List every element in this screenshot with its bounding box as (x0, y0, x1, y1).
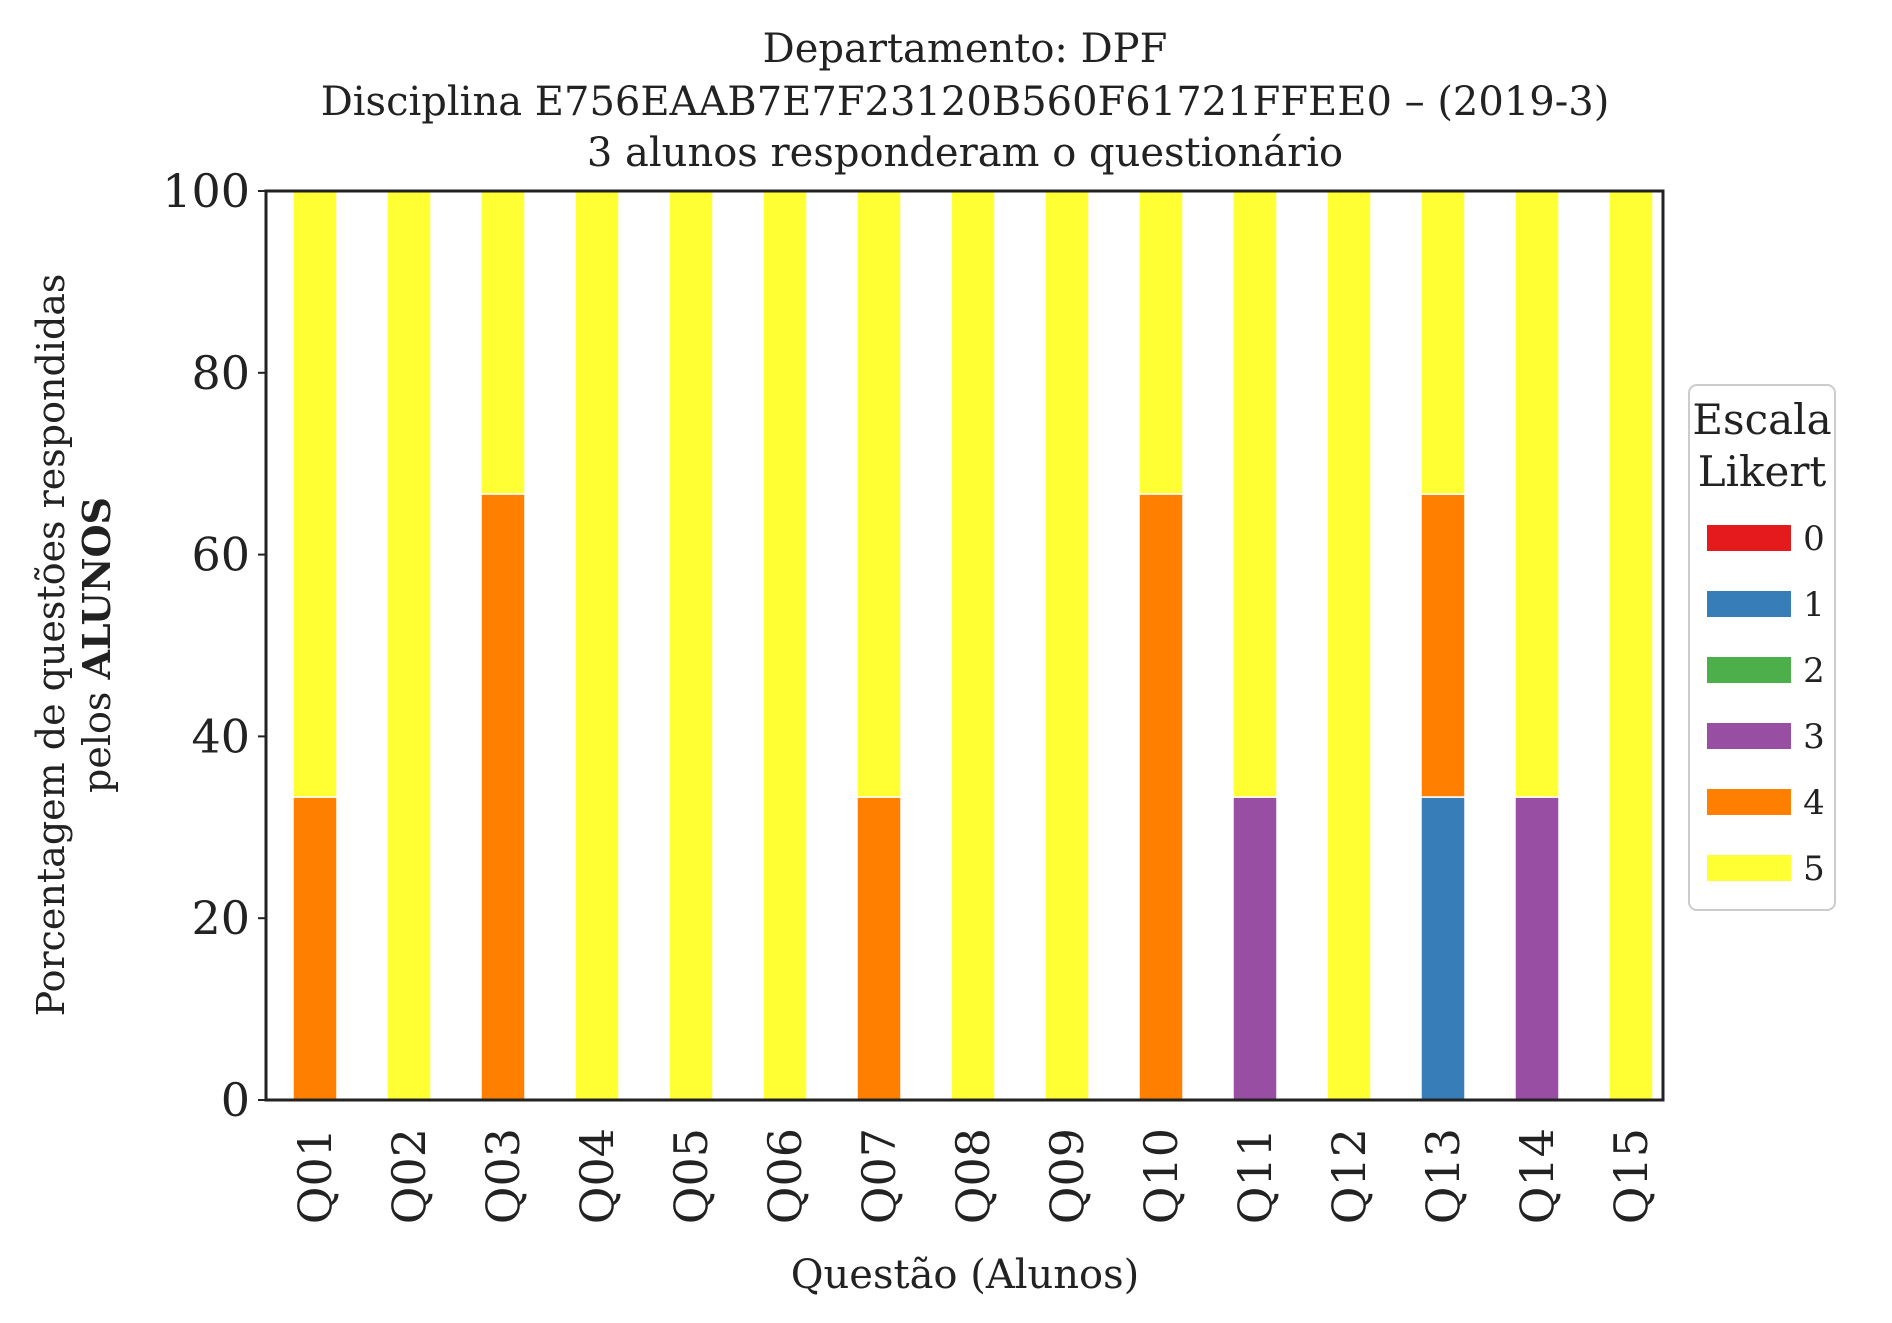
y-axis-label: Porcentagem de questões respondidas pelo… (29, 274, 119, 1017)
legend: Escala Likert 0 1 2 3 4 5 (1688, 384, 1836, 911)
bars-group (292, 190, 1654, 1101)
x-tick-label-q05: Q05 (664, 1128, 718, 1224)
plot-frame (264, 189, 1665, 1102)
bar-q04-level-5 (574, 190, 620, 1101)
chart-title-line-3: 3 alunos responderam o questionário (587, 130, 1343, 176)
bar-q03-level-4 (480, 493, 526, 1101)
x-tick-labels: Q01 Q02 Q03 Q04 Q05 Q06 Q07 Q08 Q09 Q10 Q11 Q12 Q13 Q… (288, 1128, 1658, 1224)
x-tick-label-q12: Q12 (1322, 1128, 1376, 1224)
x-tick-label-q09: Q09 (1040, 1128, 1094, 1224)
y-tick-labels: 0 20 40 60 80 100 (162, 164, 266, 1127)
x-axis-label: Questão (Alunos) (791, 1252, 1140, 1298)
y-tick-label-80: 80 (191, 346, 250, 400)
bar-q08-level-5 (950, 190, 996, 1101)
bar-q13-level-5 (1420, 190, 1466, 495)
x-tick-label-q15: Q15 (1604, 1128, 1658, 1224)
bar-q15-level-5 (1608, 190, 1654, 1101)
y-tick-label-100: 100 (162, 164, 250, 218)
legend-label-0: 0 (1803, 519, 1825, 559)
legend-swatch-2 (1707, 657, 1791, 683)
legend-frame (1688, 384, 1836, 911)
bar-q07-level-4 (856, 796, 902, 1101)
bar-q03-level-5 (480, 190, 526, 495)
legend-title-line-2: Likert (1698, 447, 1827, 496)
bar-q01-level-5 (292, 190, 338, 798)
legend-label-1: 1 (1803, 585, 1825, 625)
bar-q06-level-5 (762, 190, 808, 1101)
y-axis-label-line-2: pelos ALUNOS (74, 497, 119, 793)
x-tick-label-q13: Q13 (1416, 1128, 1470, 1224)
bar-q12-level-5 (1326, 190, 1372, 1101)
legend-label-4: 4 (1803, 783, 1825, 823)
bar-q11-level-5 (1232, 190, 1278, 798)
legend-label-5: 5 (1803, 849, 1825, 889)
legend-swatch-4 (1707, 789, 1791, 815)
bar-q01-level-4 (292, 796, 338, 1101)
bar-q10-level-5 (1138, 190, 1184, 495)
bar-q10-level-4 (1138, 493, 1184, 1101)
x-tick-label-q02: Q02 (382, 1128, 436, 1224)
bar-q13-level-4 (1420, 493, 1466, 798)
legend-label-3: 3 (1803, 717, 1825, 757)
legend-swatch-3 (1707, 723, 1791, 749)
chart-title-line-1: Departamento: DPF (763, 26, 1168, 72)
y-axis-label-bold: ALUNOS (74, 497, 119, 681)
chart-title-line-2: Disciplina E756EAAB7E7F23120B560F61721FF… (321, 79, 1610, 125)
bar-q02-level-5 (386, 190, 432, 1101)
legend-swatch-5 (1707, 855, 1791, 881)
x-tick-label-q08: Q08 (946, 1128, 1000, 1224)
y-axis-label-line-1: Porcentagem de questões respondidas (29, 274, 73, 1017)
bar-q13-level-1 (1420, 796, 1466, 1101)
legend-title-line-1: Escala (1692, 395, 1831, 444)
chart-title-group: Departamento: DPF Disciplina E756EAAB7E7… (321, 26, 1610, 176)
y-tick-label-60: 60 (191, 528, 250, 582)
bar-q09-level-5 (1044, 190, 1090, 1101)
x-tick-label-q14: Q14 (1510, 1128, 1564, 1224)
legend-swatch-1 (1707, 591, 1791, 617)
x-tick-label-q11: Q11 (1228, 1128, 1282, 1224)
x-tick-label-q10: Q10 (1134, 1128, 1188, 1224)
x-tick-label-q01: Q01 (288, 1128, 342, 1224)
bar-q14-level-5 (1514, 190, 1560, 798)
x-tick-label-q06: Q06 (758, 1128, 812, 1224)
bar-q11-level-3 (1232, 796, 1278, 1101)
bar-q05-level-5 (668, 190, 714, 1101)
legend-label-2: 2 (1803, 651, 1825, 691)
x-tick-label-q04: Q04 (570, 1128, 624, 1224)
y-axis-label-prefix: pelos (75, 680, 119, 793)
bar-q07-level-5 (856, 190, 902, 798)
x-tick-label-q07: Q07 (852, 1128, 906, 1224)
y-tick-label-20: 20 (191, 891, 250, 945)
x-tick-label-q03: Q03 (476, 1128, 530, 1224)
bar-q14-level-3 (1514, 796, 1560, 1101)
y-tick-label-0: 0 (221, 1073, 250, 1127)
y-tick-label-40: 40 (191, 709, 250, 763)
legend-swatch-0 (1707, 525, 1791, 551)
legend-items: 0 1 2 3 4 5 (1707, 519, 1825, 889)
